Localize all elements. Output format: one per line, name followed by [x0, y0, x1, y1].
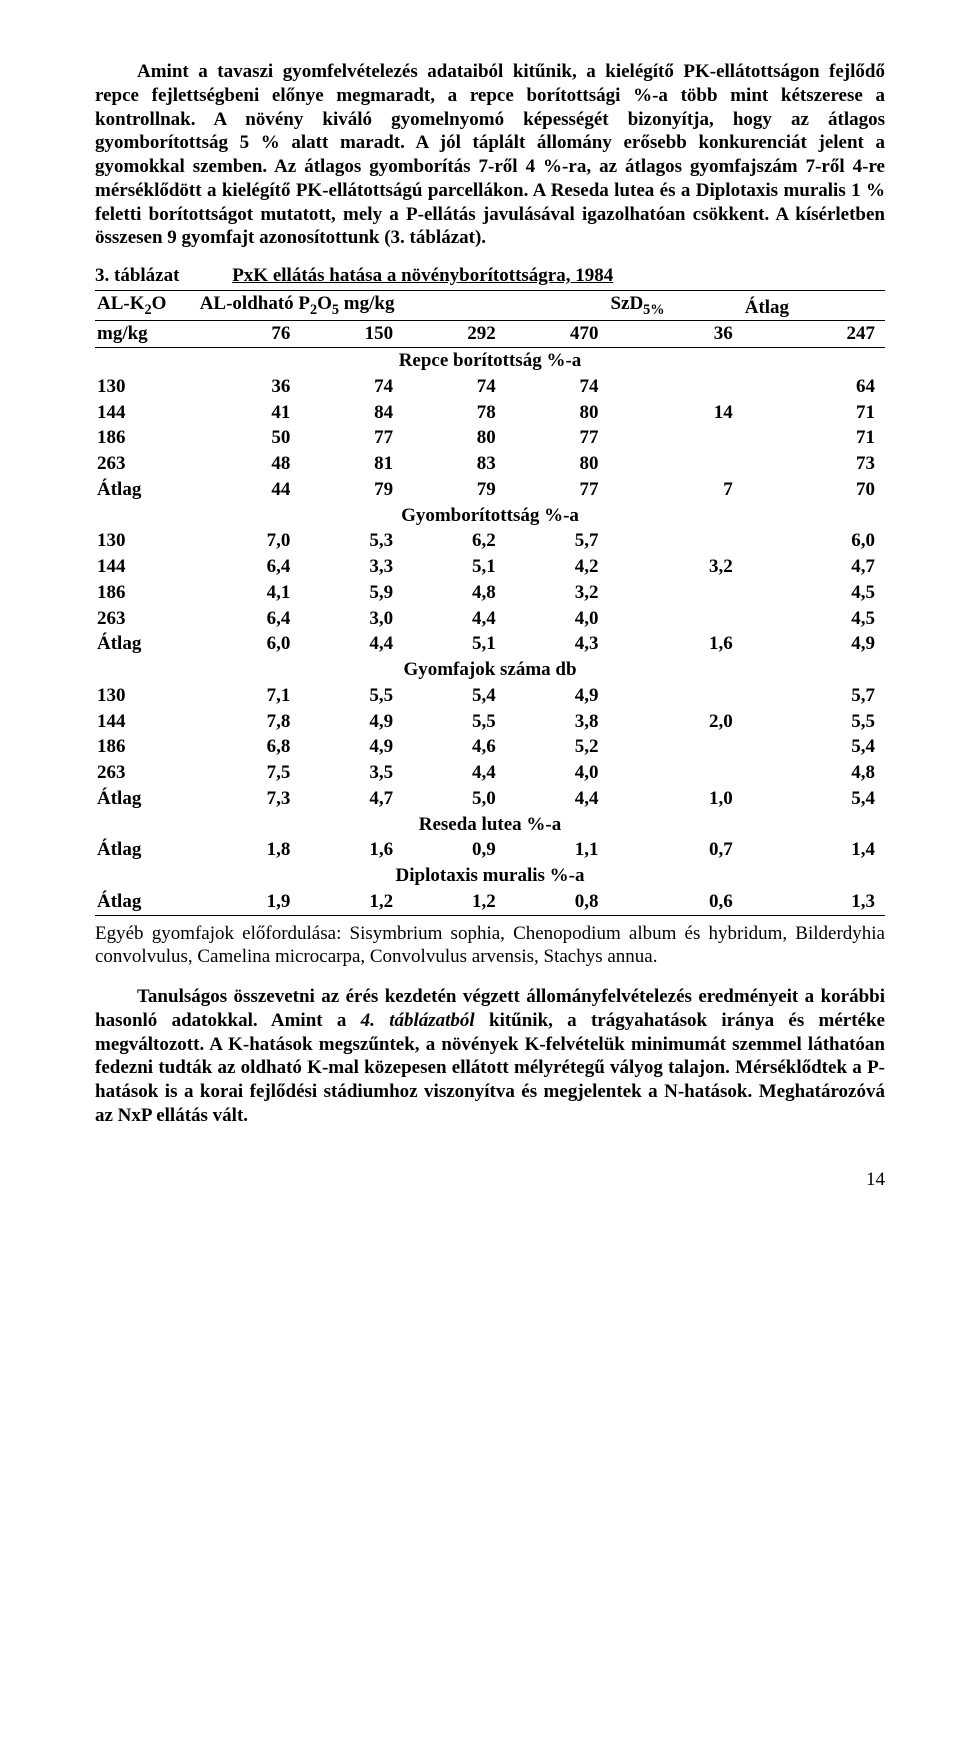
paragraph-2: Tanulságos összevetni az érés kezdetén v… — [95, 985, 885, 1128]
paragraph-1: Amint a tavaszi gyomfelvételezés adataib… — [95, 60, 885, 250]
table-caption: PxK ellátás hatása a növényborítottságra… — [232, 265, 613, 286]
table-footnote: Egyéb gyomfajok előfordulása: Sisymbrium… — [95, 922, 885, 970]
p2-part-b: 4. táblázatból — [361, 1010, 475, 1031]
table-number: 3. táblázat — [95, 265, 179, 286]
data-table: AL-K2OAL-oldható P2O5 mg/kgSzD5%Átlagmg/… — [95, 290, 885, 916]
table-caption-row: 3. táblázat PxK ellátás hatása a növényb… — [95, 264, 885, 288]
page-number: 14 — [95, 1168, 885, 1192]
footnote-label: Egyéb gyomfajok előfordulása: — [95, 923, 350, 944]
